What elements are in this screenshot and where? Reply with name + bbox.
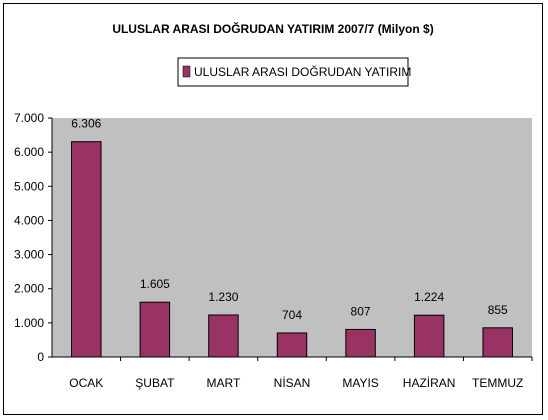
- data-label: 704: [282, 308, 302, 322]
- data-label: 807: [351, 304, 371, 318]
- bar: [208, 314, 239, 358]
- plot-area: [52, 118, 532, 357]
- data-label: 1.230: [208, 290, 238, 304]
- y-tick-label: 1.000: [14, 316, 44, 330]
- data-label: 1.224: [414, 290, 444, 304]
- data-label: 855: [488, 303, 508, 317]
- bar: [345, 328, 376, 358]
- y-tick-label: 5.000: [14, 179, 44, 193]
- category-label: NİSAN: [274, 376, 311, 390]
- bar: [482, 327, 513, 358]
- bar: [413, 314, 445, 358]
- bar: [71, 141, 102, 358]
- category-label: MART: [207, 376, 241, 390]
- category-label: MAYIS: [342, 376, 378, 390]
- data-label: 1.605: [140, 277, 170, 291]
- category-label: ŞUBAT: [135, 376, 175, 390]
- y-tick-label: 2.000: [14, 282, 44, 296]
- legend-label: ULUSLAR ARASI DOĞRUDAN YATIRIM: [194, 64, 411, 79]
- legend-swatch: [182, 65, 191, 78]
- data-label: 6.306: [71, 117, 101, 131]
- category-label: OCAK: [69, 376, 103, 390]
- legend: ULUSLAR ARASI DOĞRUDAN YATIRIM: [177, 57, 411, 87]
- y-tick-label: 6.000: [14, 145, 44, 159]
- y-tick-label: 3.000: [14, 248, 44, 262]
- y-tick-label: 7.000: [14, 111, 44, 125]
- category-label: HAZİRAN: [403, 376, 456, 390]
- bar: [139, 301, 171, 358]
- y-tick-label: 0: [37, 350, 44, 364]
- legend-box: [177, 57, 409, 87]
- category-label: TEMMUZ: [472, 376, 523, 390]
- y-tick-label: 4.000: [14, 213, 44, 227]
- chart-title: ULUSLAR ARASI DOĞRUDAN YATIRIM 2007/7 (M…: [112, 21, 433, 36]
- bar: [276, 332, 308, 358]
